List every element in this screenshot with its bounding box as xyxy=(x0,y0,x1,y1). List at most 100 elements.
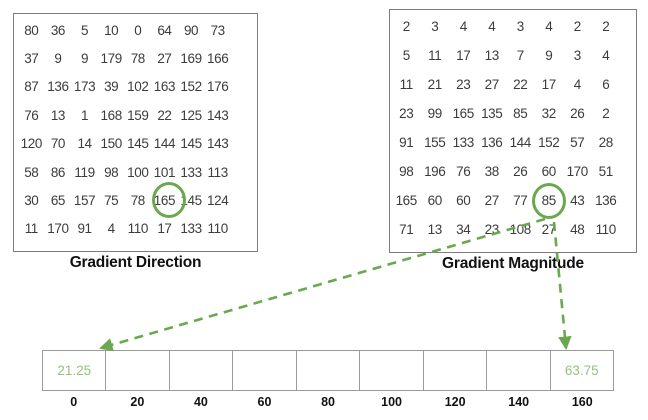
matrix-cell: 4 xyxy=(602,48,610,63)
matrix-cell-circled: 165 xyxy=(151,186,178,214)
matrix-cell: 152 xyxy=(538,135,560,150)
matrix-cell: 60 xyxy=(541,164,557,179)
matrix-cell: 6 xyxy=(602,77,610,92)
matrix-cell: 21 xyxy=(427,77,443,92)
matrix-cell: 4 xyxy=(545,19,553,34)
matrix-cell: 176 xyxy=(207,79,229,95)
matrix-cell: 73 xyxy=(210,22,226,38)
matrix-cell: 30 xyxy=(24,192,39,208)
gradient-magnitude-label: Gradient Magnitude xyxy=(442,255,584,272)
histogram-bin-strip: 21.25 63.75 xyxy=(42,350,614,391)
histogram-bin xyxy=(106,351,170,390)
matrix-cell: 136 xyxy=(595,193,617,208)
matrix-cell: 26 xyxy=(513,164,528,179)
histogram-bin: 21.25 xyxy=(43,351,107,390)
matrix-cell: 99 xyxy=(427,106,443,121)
matrix-cell: 155 xyxy=(424,135,446,150)
axis-tick-label: 0 xyxy=(70,395,78,409)
matrix-cell: 58 xyxy=(24,164,39,180)
histogram-bin xyxy=(297,351,361,390)
matrix-cell: 27 xyxy=(157,51,172,67)
matrix-cell: 144 xyxy=(153,136,176,152)
matrix-cell: 5 xyxy=(81,22,89,38)
matrix-cell: 5 xyxy=(402,48,411,63)
bin-value: 63.75 xyxy=(564,363,599,378)
matrix-cell: 86 xyxy=(50,164,66,180)
matrix-cell: 7 xyxy=(516,48,525,63)
axis-tick-label: 100 xyxy=(381,395,403,409)
axis-tick-label: 120 xyxy=(444,395,466,409)
matrix-cell: 77 xyxy=(513,193,528,208)
matrix-cell: 76 xyxy=(24,107,39,123)
matrix-cell: 179 xyxy=(100,51,123,67)
matrix-cell: 145 xyxy=(127,136,149,152)
matrix-cell: 98 xyxy=(399,164,414,179)
matrix-cell: 168 xyxy=(100,107,123,123)
matrix-cell: 13 xyxy=(427,222,443,237)
matrix-cell: 157 xyxy=(73,192,96,208)
matrix-cell: 136 xyxy=(481,135,503,150)
matrix-cell: 90 xyxy=(183,22,199,38)
matrix-cell: 71 xyxy=(399,222,414,237)
matrix-cell: 27 xyxy=(541,222,557,237)
matrix-cell: 101 xyxy=(153,164,176,180)
histogram-bin: 63.75 xyxy=(551,351,613,390)
matrix-cell-circled: 85 xyxy=(535,186,564,215)
histogram-bin xyxy=(170,351,234,390)
matrix-cell: 136 xyxy=(47,79,69,95)
matrix-cell: 10 xyxy=(104,22,119,38)
histogram-bin xyxy=(424,351,488,390)
matrix-cell: 27 xyxy=(484,77,500,92)
matrix-cell: 36 xyxy=(50,22,66,38)
matrix-cell: 9 xyxy=(81,51,89,67)
matrix-cell: 11 xyxy=(399,77,414,92)
matrix-cell: 133 xyxy=(452,135,475,150)
axis-tick-label: 40 xyxy=(193,395,208,409)
matrix-cell: 23 xyxy=(484,222,500,237)
matrix-cell: 108 xyxy=(509,222,532,237)
matrix-cell: 143 xyxy=(207,107,229,123)
matrix-cell: 14 xyxy=(77,136,92,152)
bin-value: 21.25 xyxy=(57,363,92,378)
axis-tick-label: 20 xyxy=(130,395,145,409)
matrix-cell: 11 xyxy=(428,48,442,63)
matrix-cell: 75 xyxy=(104,192,119,208)
matrix-cell: 51 xyxy=(598,164,614,179)
matrix-cell: 98 xyxy=(104,164,119,180)
matrix-cell: 3 xyxy=(573,48,582,63)
gradient-direction-label: Gradient Direction xyxy=(69,254,202,271)
matrix-cell: 26 xyxy=(570,106,585,121)
matrix-cell: 110 xyxy=(207,221,229,237)
matrix-cell: 91 xyxy=(77,221,92,237)
histogram-bin xyxy=(233,351,297,390)
matrix-cell: 9 xyxy=(545,48,553,63)
matrix-cell: 2 xyxy=(402,19,411,34)
matrix-cell: 23 xyxy=(399,106,414,121)
matrix-cell: 125 xyxy=(180,107,202,123)
matrix-cell: 85 xyxy=(513,106,528,121)
matrix-cell: 87 xyxy=(24,79,39,95)
matrix-cell: 64 xyxy=(157,22,172,38)
matrix-cell: 17 xyxy=(456,48,471,63)
matrix-cell: 80 xyxy=(24,22,39,38)
matrix-cell: 113 xyxy=(207,164,229,180)
matrix-cell: 76 xyxy=(456,164,471,179)
axis-tick-label: 140 xyxy=(508,395,530,409)
matrix-cell: 1 xyxy=(81,107,89,123)
matrix-cell: 78 xyxy=(130,51,146,67)
axis-tick-label: 80 xyxy=(321,395,335,409)
matrix-cell: 2 xyxy=(602,106,610,121)
matrix-cell: 23 xyxy=(456,77,471,92)
matrix-cell: 170 xyxy=(566,164,589,179)
matrix-cell: 163 xyxy=(153,79,176,95)
matrix-cell: 145 xyxy=(180,136,202,152)
matrix-cell: 165 xyxy=(395,193,418,208)
matrix-cell: 169 xyxy=(180,51,202,67)
matrix-cell: 57 xyxy=(570,135,585,150)
matrix-cell: 135 xyxy=(481,106,503,121)
matrix-cell: 13 xyxy=(50,107,66,123)
matrix-cell: 28 xyxy=(598,135,614,150)
matrix-cell: 133 xyxy=(180,221,202,237)
matrix-cell: 133 xyxy=(180,164,202,180)
matrix-cell: 4 xyxy=(107,221,116,237)
